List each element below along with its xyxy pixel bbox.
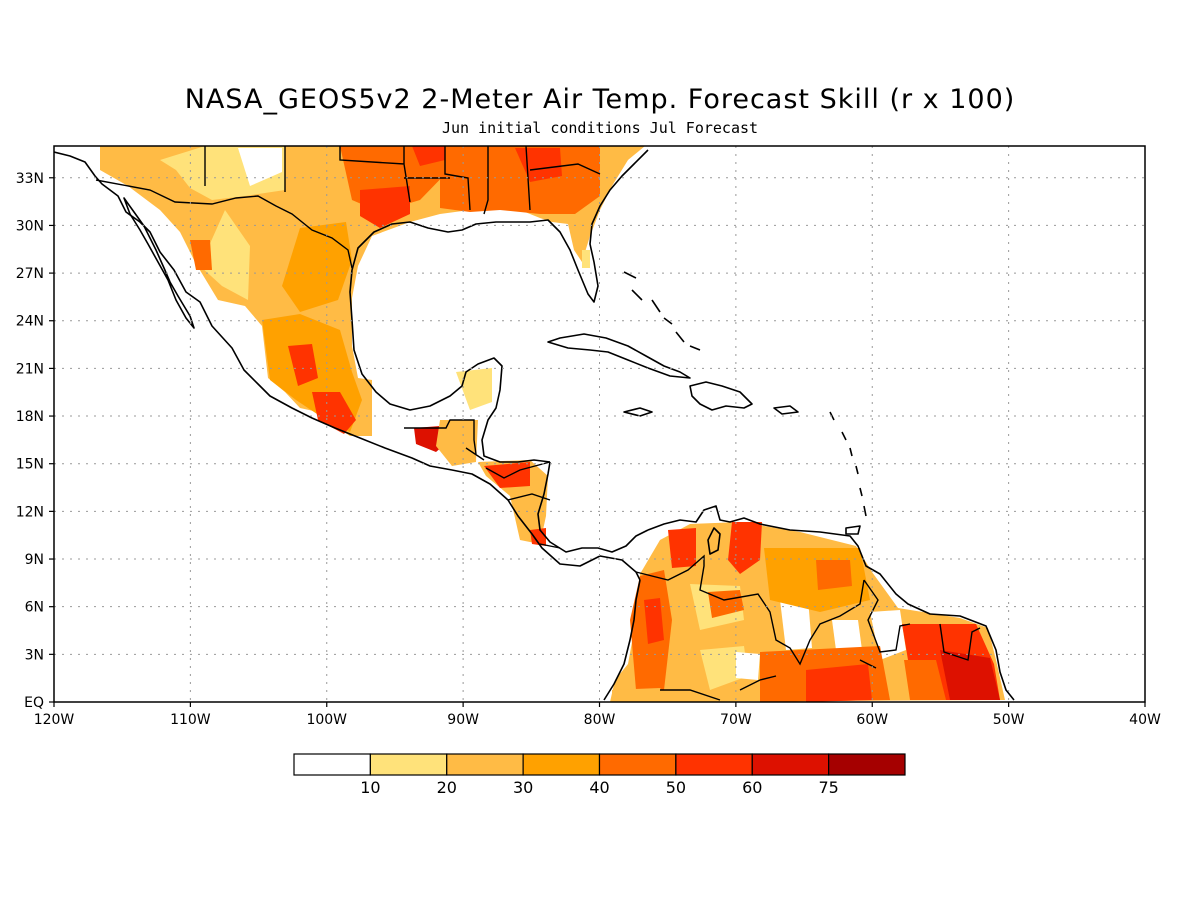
lon-tick-label: 50W: [993, 712, 1025, 728]
colorbar-swatch: [598, 753, 677, 776]
lon-tick-label: 80W: [584, 712, 616, 728]
coast-puerto-rico: [773, 405, 799, 415]
lon-tick-label: 40W: [1129, 712, 1161, 728]
skill-field-south-america: [610, 522, 1005, 702]
coast-south-america-north: [647, 505, 1015, 701]
colorbar-swatch: [522, 753, 601, 776]
colorbar-swatch: [675, 753, 753, 776]
longitude-axis: 120W 110W 100W 90W 80W 70W 60W 50W 40W: [34, 702, 1161, 728]
map-title: NASA_GEOS5v2 2-Meter Air Temp. Forecast …: [184, 84, 1016, 115]
coast-gulf-of-mexico: [351, 149, 649, 303]
lon-tick-label: 90W: [447, 712, 479, 728]
lat-tick-label: 3N: [25, 647, 44, 663]
colorbar-label: 75: [818, 778, 838, 797]
coast-trinidad: [845, 525, 861, 535]
lat-tick-label: 9N: [25, 552, 44, 568]
colorbar-swatch: [828, 753, 906, 776]
lon-tick-label: 110W: [170, 712, 211, 728]
coast-pacific-mexico: [54, 151, 641, 581]
coast-cuba: [547, 333, 691, 379]
colorbar-label: 60: [742, 778, 762, 797]
coast-baja-california: [123, 197, 195, 329]
lat-tick-label: EQ: [24, 695, 44, 711]
lon-tick-label: 70W: [720, 712, 752, 728]
coast-south-america-pacific: [603, 579, 641, 701]
colorbar-swatch: [293, 753, 371, 776]
lat-tick-label: 12N: [16, 504, 44, 520]
map-subtitle: Jun initial conditions Jul Forecast: [441, 119, 759, 137]
colorbar: 10 20 30 40 50 60 75: [293, 753, 906, 797]
skill-field-north-america: [100, 146, 645, 546]
political-borders: [95, 146, 981, 701]
lat-tick-label: 30N: [16, 218, 44, 234]
coast-jamaica: [623, 407, 653, 417]
lat-tick-label: 18N: [16, 409, 44, 425]
lat-tick-label: 21N: [16, 361, 44, 377]
coast-lake-maracaibo: [707, 527, 721, 555]
lat-tick-label: 33N: [16, 171, 44, 187]
lat-tick-label: 27N: [16, 266, 44, 282]
colorbar-label: 20: [437, 778, 457, 797]
lat-tick-label: 6N: [25, 600, 44, 616]
lat-tick-label: 24N: [16, 314, 44, 330]
border-us-mexico: [95, 179, 353, 269]
coast-caribbean-central-america: [537, 461, 649, 553]
colorbar-swatch: [751, 753, 830, 776]
lon-tick-label: 120W: [34, 712, 75, 728]
latitude-axis: EQ 3N 6N 9N 12N 15N 18N 21N 24N 27N 30N 33N: [16, 171, 54, 711]
border-south-america: [635, 554, 981, 701]
coast-hispaniola: [689, 381, 753, 411]
skill-shading: [100, 146, 1005, 702]
colorbar-label: 40: [589, 778, 609, 797]
colorbar-label: 50: [666, 778, 686, 797]
lon-tick-label: 100W: [306, 712, 347, 728]
colorbar-swatch: [446, 753, 524, 776]
border-central-america: [404, 419, 561, 549]
lon-tick-label: 60W: [856, 712, 888, 728]
lat-tick-label: 15N: [16, 457, 44, 473]
colorbar-label: 30: [513, 778, 533, 797]
colorbar-label: 10: [360, 778, 380, 797]
grid-lines: [54, 146, 1145, 702]
coast-bahamas: [623, 271, 701, 351]
colorbar-swatch: [369, 753, 448, 776]
